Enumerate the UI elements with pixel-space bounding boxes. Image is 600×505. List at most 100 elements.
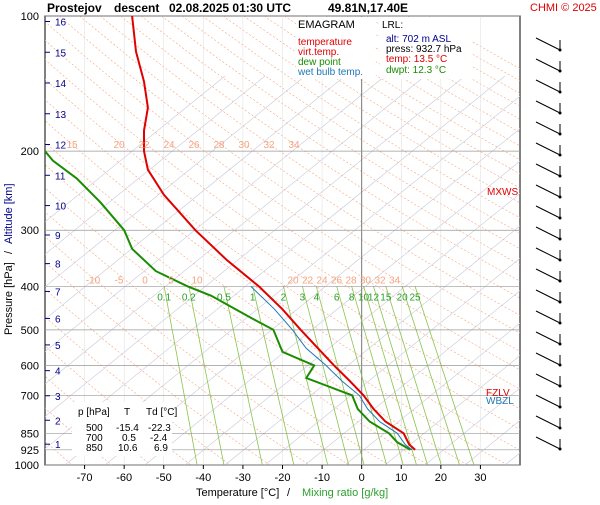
wind-barb-staff-10 <box>536 248 560 260</box>
header-station: Prostejov <box>47 1 102 15</box>
theta-label-lower: -5 <box>115 275 124 286</box>
wind-barb-staff-13 <box>536 311 560 323</box>
wind-barb-dot-7 <box>559 196 562 199</box>
temp-tick-label: 30 <box>474 472 486 484</box>
mixing-ratio-label: 3 <box>300 292 306 303</box>
x-axis-title-mr: Mixing ratio [g/kg] <box>302 487 388 499</box>
wind-barb-dot-12 <box>559 301 562 304</box>
wind-barb-staff-3 <box>536 101 560 113</box>
wind-barb-dot-8 <box>559 217 562 220</box>
table-row-850-t: 10.6 <box>118 443 138 454</box>
theta-label-lower: 0 <box>142 275 148 286</box>
wind-barb-dot-16 <box>559 385 562 388</box>
mixing-ratio-label: 15 <box>380 292 392 303</box>
mxws-label: MXWS <box>487 187 518 198</box>
pressure-tick-label: 300 <box>21 225 39 237</box>
y-axis-title-pressure: Pressure [hPa] <box>3 262 15 335</box>
header-mode: descent <box>114 1 159 15</box>
wind-barb-staff-4 <box>536 122 560 134</box>
table-row-850-p: 850 <box>86 443 103 454</box>
guide-line-21 <box>585 76 600 465</box>
wind-barb-staff-1 <box>536 59 560 71</box>
wind-barb-dot-1 <box>559 70 562 73</box>
altitude-tick-label: 14 <box>55 79 67 90</box>
altitude-tick-label: 7 <box>55 287 61 298</box>
wind-barb-staff-16 <box>536 374 560 386</box>
wind-barb-dot-15 <box>559 364 562 367</box>
theta-label-upper: 28 <box>213 140 225 151</box>
wind-barb-dot-6 <box>559 175 562 178</box>
wind-barb-staff-11 <box>536 269 560 281</box>
wind-barbs <box>536 38 562 451</box>
table-header-t: T <box>124 407 130 418</box>
pressure-tick-label: 925 <box>21 445 39 457</box>
wind-barb-dot-0 <box>559 49 562 52</box>
wind-barb-dot-18 <box>559 427 562 430</box>
wind-barb-dot-11 <box>559 280 562 283</box>
theta-label-upper: 32 <box>263 140 275 151</box>
mixing-ratio-label: 2 <box>281 292 287 303</box>
temp-tick-label: -60 <box>116 472 132 484</box>
altitude-tick-label: 13 <box>55 110 67 121</box>
wbzl-label: WBZL <box>486 396 514 407</box>
wind-barb-staff-6 <box>536 164 560 176</box>
theta-label-lower: 32 <box>374 275 386 286</box>
mixing-ratio-label: 0.1 <box>157 292 171 303</box>
theta-label-upper: 30 <box>238 140 250 151</box>
lrl-title: LRL: <box>382 20 403 31</box>
guide-line-20 <box>545 76 600 465</box>
temp-tick-label: -40 <box>195 472 211 484</box>
altitude-tick-label: 11 <box>55 171 66 182</box>
theta-label-upper: 20 <box>113 140 125 151</box>
wind-barb-dot-19 <box>559 448 562 451</box>
temp-tick-label: -50 <box>156 472 172 484</box>
mixing-ratio-label: 1 <box>250 292 256 303</box>
pressure-tick-label: 850 <box>21 428 39 440</box>
wind-barb-staff-0 <box>536 38 560 50</box>
mixing-ratio-label: 4 <box>314 292 320 303</box>
wind-barb-staff-7 <box>536 185 560 197</box>
mixing-ratio-label: 6 <box>334 292 340 303</box>
lrl-dwpt: dwpt: 12.3 °C <box>386 65 446 76</box>
mixing-ratio-label: 25 <box>410 292 422 303</box>
wind-barb-staff-18 <box>536 416 560 428</box>
theta-label-lower: 22 <box>302 275 314 286</box>
x-axis-title-sep: / <box>287 487 291 499</box>
theta-label-upper: 26 <box>188 140 200 151</box>
altitude-tick-label: 1 <box>55 440 61 451</box>
altitude-tick-label: 8 <box>55 260 61 271</box>
pressure-tick-label: 200 <box>21 146 39 158</box>
temp-tick-label: -70 <box>77 472 93 484</box>
theta-label-upper: 22 <box>138 140 150 151</box>
altitude-tick-label: 16 <box>55 18 67 29</box>
wind-barb-dot-10 <box>559 259 562 262</box>
wind-barb-staff-15 <box>536 353 560 365</box>
theta-label-upper: 24 <box>163 140 175 151</box>
wind-barb-staff-14 <box>536 332 560 344</box>
legend-wet-bulb: wet bulb temp. <box>297 67 363 78</box>
mixing-ratio-label: 20 <box>397 292 409 303</box>
pressure-tick-label: 400 <box>21 281 39 293</box>
theta-label-lower: 10 <box>191 275 203 286</box>
wind-barb-dot-2 <box>559 91 562 94</box>
x-axis-title-temp: Temperature [°C] <box>196 487 279 499</box>
wind-barb-dot-13 <box>559 322 562 325</box>
temp-tick-label: 0 <box>359 472 365 484</box>
temp-tick-label: -30 <box>235 472 251 484</box>
wind-barb-staff-2 <box>536 80 560 92</box>
wind-barb-dot-9 <box>559 238 562 241</box>
mixing-ratio-label: 0.5 <box>217 292 231 303</box>
altitude-tick-label: 3 <box>55 392 61 403</box>
mixing-ratio-label: 8 <box>349 292 355 303</box>
mixing-ratio-label: 12 <box>368 292 380 303</box>
legend-title: EMAGRAM <box>298 19 355 31</box>
wind-barb-staff-17 <box>536 395 560 407</box>
altitude-tick-label: 15 <box>55 48 67 59</box>
theta-label-lower: 26 <box>331 275 343 286</box>
theta-label-upper: 15 <box>66 140 78 151</box>
temp-tick-label: 20 <box>435 472 447 484</box>
altitude-tick-label: 2 <box>55 416 61 427</box>
wind-barb-dot-17 <box>559 406 562 409</box>
